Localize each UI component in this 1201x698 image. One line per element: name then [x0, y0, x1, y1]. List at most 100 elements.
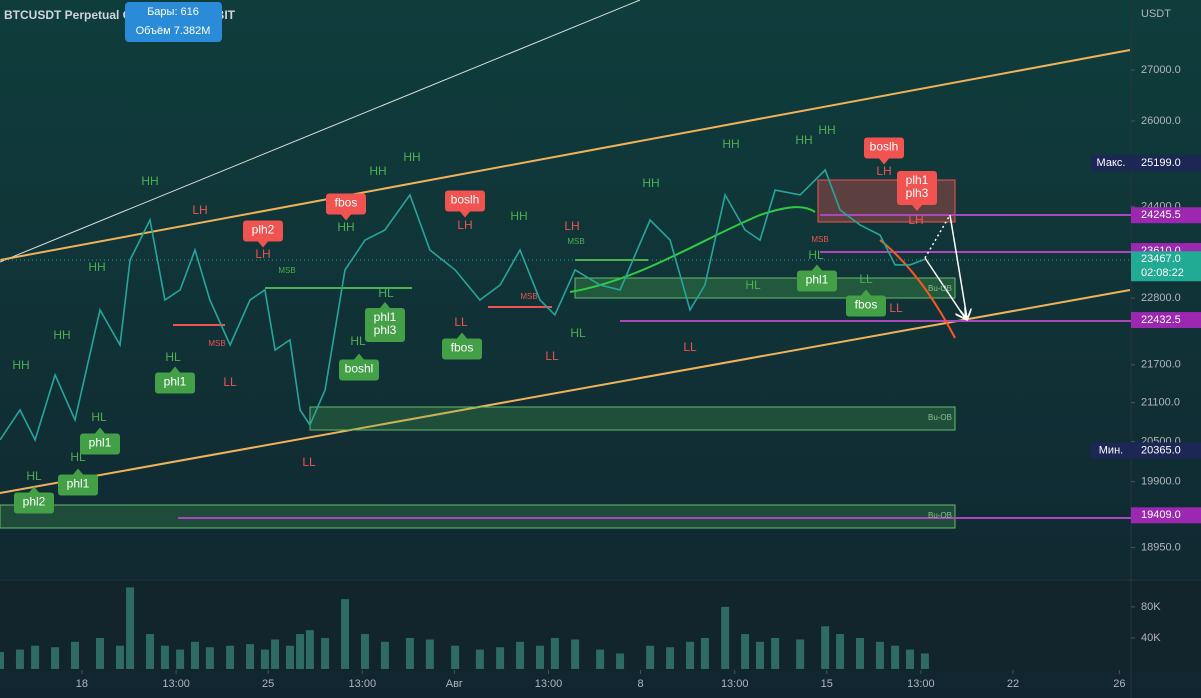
volume-bar — [771, 637, 780, 669]
price-marker — [1131, 155, 1201, 172]
price-marker-name-box — [1091, 442, 1131, 459]
volume-bar — [115, 645, 124, 669]
volume-bar — [496, 647, 505, 669]
badge-label: plh3 — [906, 186, 929, 200]
volume-tick-label: 40K — [1141, 632, 1161, 644]
volume-bar — [380, 641, 389, 669]
swing-label: HH — [403, 150, 420, 164]
y-tick-label: 21100.0 — [1141, 397, 1180, 409]
volume-bar — [891, 645, 900, 669]
volume-bar — [856, 637, 865, 669]
volume-bar — [475, 649, 484, 669]
volume-bar — [160, 645, 169, 669]
order-block — [574, 277, 956, 299]
volume-bar — [906, 649, 915, 669]
small-label: MSB — [520, 292, 537, 301]
badge — [365, 308, 405, 342]
price-marker-label: 24245.5 — [1141, 209, 1181, 221]
swing-label: LL — [683, 340, 697, 354]
price-marker-label: 23467.0 — [1141, 253, 1181, 265]
volume-bar — [146, 634, 155, 669]
volume-bar — [451, 645, 460, 669]
y-tick-label: 22800.0 — [1141, 292, 1181, 304]
small-label: MSB — [278, 266, 295, 275]
volume-bar — [271, 639, 280, 669]
badge-pointer — [29, 486, 39, 493]
price-marker-name-box — [1091, 155, 1131, 172]
badge-pointer — [73, 468, 83, 475]
x-tick-label: 15 — [821, 678, 833, 690]
swing-label: LH — [255, 247, 270, 261]
swing-label: HH — [88, 260, 105, 274]
volume-bar — [836, 634, 845, 669]
y-tick-label: 19900.0 — [1141, 476, 1181, 488]
volume-bar — [571, 639, 580, 669]
volume-bar — [321, 637, 330, 669]
small-label: Bu-OB — [928, 511, 952, 520]
x-tick-label: 13:00 — [162, 678, 190, 690]
swing-label: LL — [454, 315, 468, 329]
badge — [58, 474, 98, 496]
badge-pointer — [912, 205, 922, 211]
volume-bar — [260, 649, 269, 669]
x-tick-label: 13:00 — [907, 678, 935, 690]
badge — [80, 433, 120, 455]
badge-pointer — [95, 427, 105, 434]
price-marker-label: 25199.0 — [1141, 157, 1181, 169]
small-label: MSB — [567, 237, 584, 246]
volume-bar — [875, 641, 884, 669]
price-marker — [1131, 207, 1201, 224]
badge — [797, 270, 837, 292]
badge-label: plh2 — [252, 223, 275, 237]
small-label: MSB — [208, 339, 225, 348]
volume-bar — [796, 639, 805, 669]
overlay: 27000.026000.024400.022800.021700.021100… — [12, 64, 1201, 690]
order-block — [309, 406, 956, 431]
badge-label: fbos — [855, 298, 878, 312]
volume-bar — [425, 639, 434, 669]
badge-label: boshl — [345, 362, 374, 376]
volume-bar — [96, 637, 105, 669]
badge-label: fbos — [335, 196, 358, 210]
badge-pointer — [812, 264, 822, 271]
badge-label: plh1 — [906, 173, 929, 187]
price-countdown: 02:08:22 — [1141, 267, 1184, 279]
volume-bar — [226, 645, 235, 669]
volume-bar — [341, 599, 350, 669]
swing-label: HH — [337, 220, 354, 234]
swing-label: LH — [564, 219, 579, 233]
swing-label: HL — [26, 469, 42, 483]
swing-label: HL — [350, 334, 366, 348]
badge — [864, 137, 904, 159]
badge — [243, 220, 283, 242]
swing-label: HH — [369, 164, 386, 178]
volume-bar — [700, 637, 709, 669]
tooltip — [125, 2, 222, 42]
price-marker-name: Макс. — [1097, 157, 1126, 169]
volume-bar — [920, 653, 929, 669]
badge-label: boslh — [870, 140, 899, 154]
swing-label: HH — [141, 174, 158, 188]
y-tick-label: 27000.0 — [1141, 64, 1181, 76]
badge-label: phl1 — [89, 436, 112, 450]
trend-curve — [879, 239, 956, 339]
badge-pointer — [460, 211, 470, 218]
axis-unit: USDT — [1141, 8, 1171, 20]
x-tick-label: Авг — [446, 678, 463, 690]
volume-bar — [821, 626, 830, 669]
projection-arrow — [924, 257, 965, 318]
volume-bar — [741, 634, 750, 669]
volume-bar — [596, 649, 605, 669]
x-tick-label: 13:00 — [721, 678, 749, 690]
badge-pointer — [380, 302, 390, 308]
volume-bar — [646, 645, 655, 669]
swing-label: HL — [378, 286, 394, 300]
price-marker — [1131, 312, 1201, 329]
swing-label: HL — [745, 278, 761, 292]
volume-bar — [31, 645, 40, 669]
volume-bar — [516, 641, 525, 669]
x-tick-label: 13:00 — [349, 678, 377, 690]
y-tick-label: 21700.0 — [1141, 359, 1181, 371]
projection-arrow — [949, 214, 967, 318]
